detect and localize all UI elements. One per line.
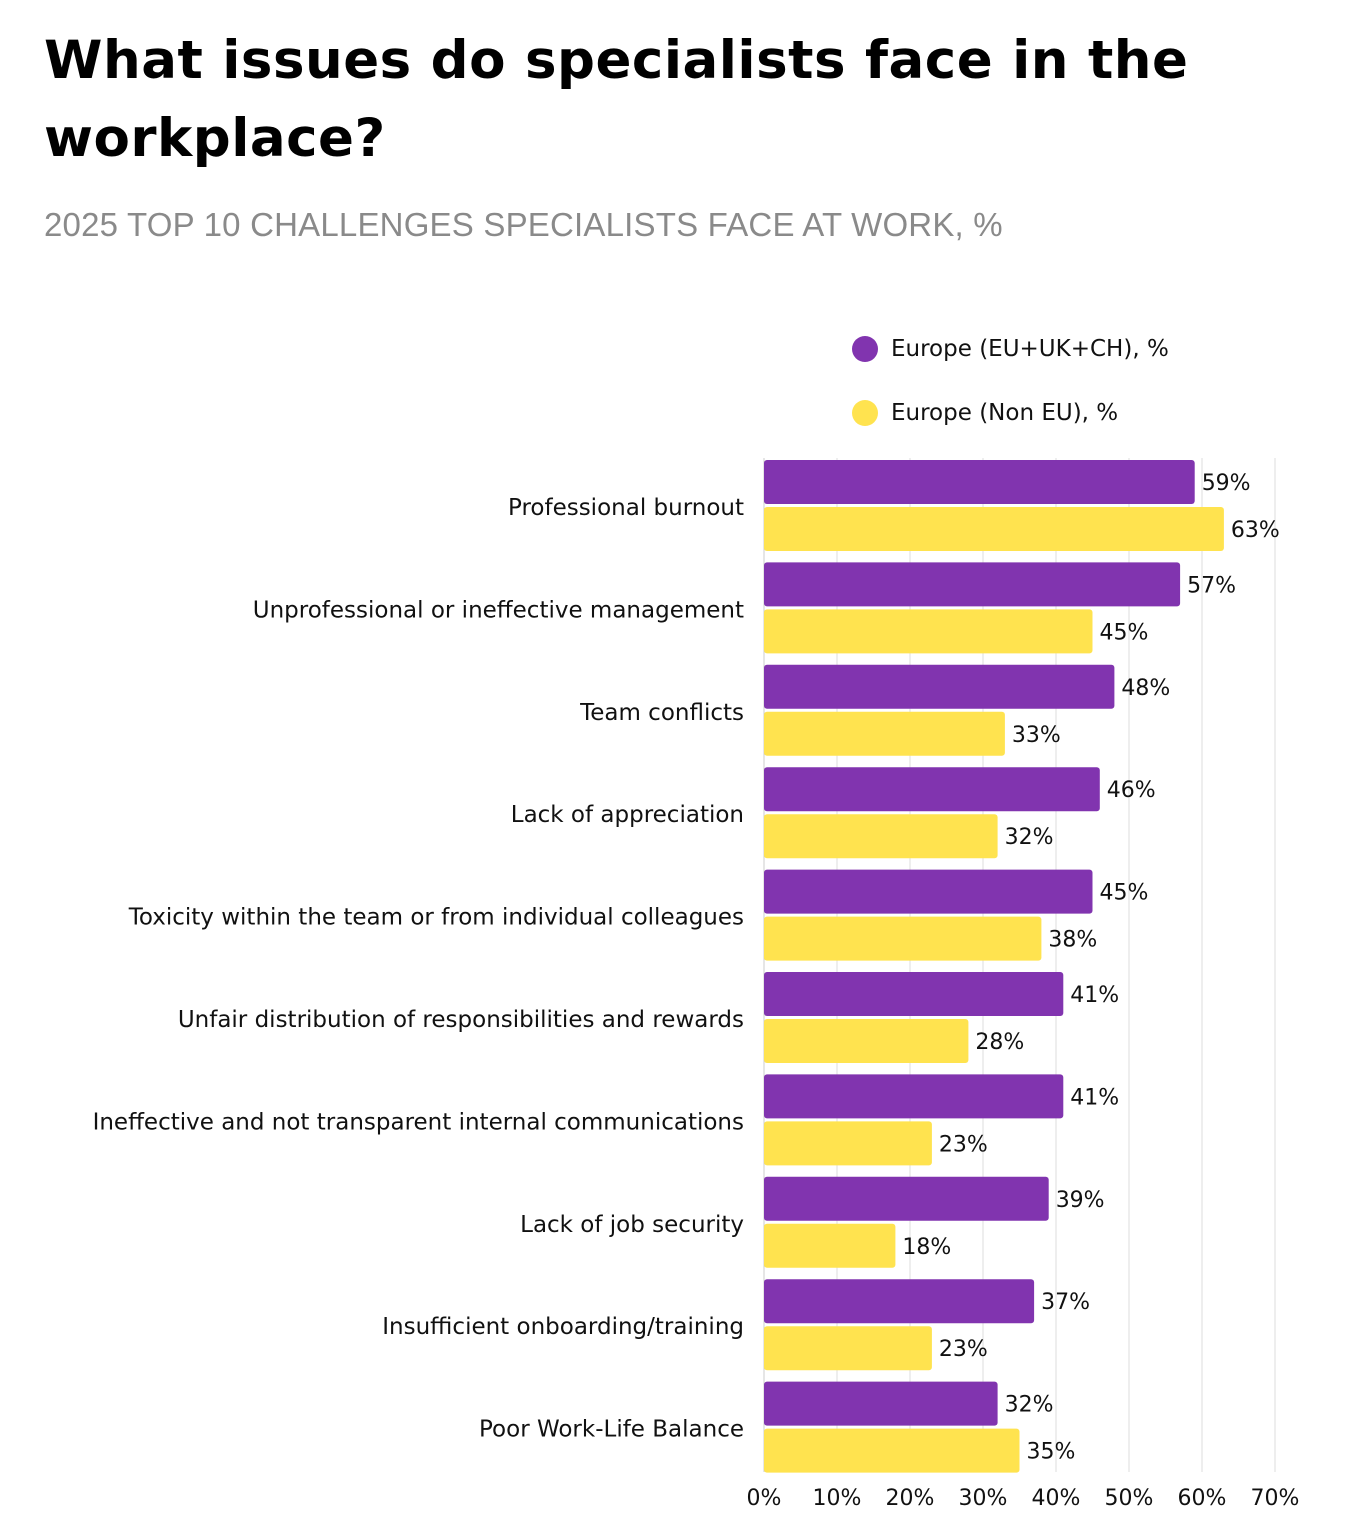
bar-eu [764,767,1100,812]
data-label: 33% [1012,723,1061,748]
x-tick-label: 10% [813,1486,862,1511]
bar-non-eu [764,1428,1020,1473]
category-label: Insufficient onboarding/training [382,1314,744,1340]
x-tick-label: 20% [886,1486,935,1511]
bar-non-eu [764,1326,932,1371]
data-label: 41% [1070,983,1119,1008]
bar-eu [764,1279,1035,1324]
bar-non-eu [764,1019,969,1063]
category-label: Professional burnout [508,495,744,521]
chart-title: What issues do specialists face in the w… [44,30,1189,169]
legend-label-eu: Europe (EU+UK+CH), % [891,336,1169,362]
category-label: Unprofessional or ineffective management [253,597,744,623]
legend-item-non-eu: Europe (Non EU), % [852,398,1118,428]
data-label: 38% [1048,928,1097,953]
bar-non-eu [764,814,998,859]
category-label: Lack of job security [520,1212,744,1238]
data-label: 32% [1005,1393,1054,1418]
legend-item-eu: Europe (EU+UK+CH), % [852,334,1169,364]
bar-eu [764,1381,998,1426]
bar-eu [764,869,1093,914]
data-label: 41% [1070,1085,1119,1110]
legend-label-non-eu: Europe (Non EU), % [891,400,1119,426]
category-label: Poor Work-Life Balance [479,1417,744,1443]
category-label: Unfair distribution of responsibilities … [178,1007,744,1033]
data-label: 45% [1100,881,1149,906]
bar-eu [764,1074,1064,1119]
chart-subtitle: 2025 TOP 10 CHALLENGES SPECIALISTS FACE … [44,206,1003,243]
bar-non-eu [764,507,1224,551]
category-label: Lack of appreciation [511,802,744,828]
bar-eu [764,1176,1049,1221]
bar-non-eu [764,1121,932,1166]
legend-swatch-yellow [852,400,878,426]
data-label: 39% [1056,1188,1105,1213]
x-tick-label: 70% [1251,1486,1300,1511]
data-label: 46% [1107,778,1156,803]
legend-swatch-purple [852,336,878,362]
bar-non-eu [764,609,1093,654]
bar-non-eu [764,711,1005,756]
data-label: 28% [975,1030,1024,1055]
x-tick-label: 40% [1032,1486,1081,1511]
bar-non-eu [764,1223,896,1268]
x-tick-label: 50% [1105,1486,1154,1511]
data-label: 48% [1121,676,1170,701]
category-label: Ineffective and not transparent internal… [93,1109,744,1135]
data-label: 23% [939,1337,988,1362]
data-label: 59% [1202,471,1251,496]
bar-non-eu [764,916,1042,961]
bar-eu [764,562,1181,607]
data-label: 57% [1187,573,1236,598]
category-label: Toxicity within the team or from individ… [128,905,744,931]
data-label: 18% [902,1235,951,1260]
data-label: 32% [1005,825,1054,850]
category-label: Team conflicts [579,700,744,726]
data-label: 23% [939,1132,988,1157]
data-label: 63% [1231,518,1280,543]
x-tick-label: 30% [959,1486,1008,1511]
data-label: 37% [1041,1290,1090,1315]
bar-eu [764,972,1064,1016]
data-label: 35% [1027,1440,1076,1465]
bar-eu [764,460,1195,504]
x-tick-label: 60% [1178,1486,1227,1511]
data-label: 45% [1100,620,1149,645]
bar-eu [764,664,1115,709]
x-tick-label: 0% [747,1486,782,1511]
